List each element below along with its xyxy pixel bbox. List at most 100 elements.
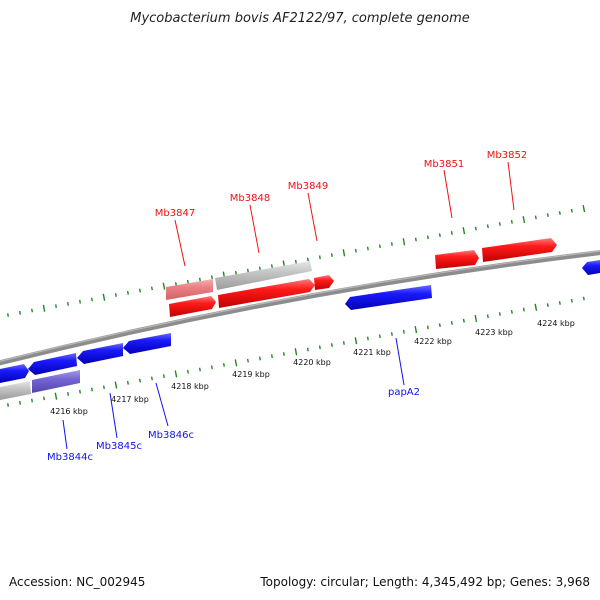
gene-arrow-mb3851[interactable] bbox=[435, 250, 479, 269]
minor-tick bbox=[534, 215, 537, 220]
minor-tick bbox=[306, 347, 309, 352]
major-tick bbox=[234, 359, 238, 367]
minor-tick bbox=[474, 226, 477, 231]
major-tick bbox=[54, 392, 58, 400]
minor-tick bbox=[438, 323, 441, 328]
minor-tick bbox=[390, 332, 393, 336]
minor-tick bbox=[438, 233, 441, 238]
minor-tick bbox=[366, 336, 369, 341]
minor-tick bbox=[318, 345, 321, 350]
gene-label-mb3852[interactable]: Mb3852 bbox=[487, 150, 527, 161]
minor-tick bbox=[150, 286, 153, 291]
leader-mb3852 bbox=[507, 161, 515, 211]
major-tick bbox=[114, 381, 118, 389]
gene-arrow-mb3847[interactable] bbox=[169, 296, 216, 317]
minor-tick bbox=[19, 400, 21, 405]
minor-tick bbox=[318, 255, 321, 260]
minor-tick bbox=[450, 230, 453, 235]
label-leaders bbox=[62, 161, 515, 450]
minor-tick bbox=[79, 389, 81, 394]
leader-mb3849 bbox=[307, 192, 318, 242]
minor-tick bbox=[570, 298, 573, 303]
minor-tick bbox=[246, 358, 249, 363]
gene-arrow-left-edge-upper[interactable] bbox=[0, 364, 29, 383]
minor-tick bbox=[342, 340, 345, 345]
gene-arrow-papa2[interactable] bbox=[345, 285, 432, 310]
minor-tick bbox=[114, 293, 117, 297]
minor-tick bbox=[210, 275, 213, 280]
major-tick bbox=[402, 238, 406, 246]
minor-tick bbox=[378, 244, 381, 249]
leader-mb3847 bbox=[174, 219, 186, 267]
major-tick bbox=[474, 314, 478, 323]
gene-labels: Mb3847 Mb3848 Mb3849 Mb3851 Mb3852 papA2… bbox=[47, 150, 527, 463]
gene-arrow-mb3847-pseudo[interactable] bbox=[166, 279, 213, 300]
minor-tick bbox=[67, 391, 69, 396]
major-tick bbox=[174, 370, 178, 378]
major-tick bbox=[342, 249, 346, 257]
minor-tick bbox=[186, 279, 189, 284]
gene-label-mb3848[interactable]: Mb3848 bbox=[230, 193, 270, 204]
leader-mb3848 bbox=[249, 204, 260, 254]
minor-tick bbox=[258, 266, 261, 271]
minor-tick bbox=[558, 301, 561, 305]
minor-tick bbox=[31, 308, 33, 313]
leader-papa2 bbox=[395, 337, 405, 386]
kbp-label: 4217 kbp bbox=[111, 395, 149, 404]
accession-text: Accession: NC_002945 bbox=[9, 575, 145, 589]
kbp-ruler-labels: 4216 kbp 4217 kbp 4218 kbp 4219 kbp 4220… bbox=[50, 319, 575, 416]
gene-arrow-mb3844c-faded[interactable] bbox=[32, 370, 80, 393]
minor-tick bbox=[138, 288, 141, 293]
minor-tick bbox=[126, 290, 129, 295]
gene-arrow-mb3849[interactable] bbox=[314, 275, 334, 290]
outer-tick-ring bbox=[7, 204, 586, 317]
gene-label-papa2[interactable]: papA2 bbox=[388, 387, 420, 398]
minor-tick bbox=[330, 343, 333, 348]
minor-tick bbox=[102, 385, 105, 390]
minor-tick bbox=[486, 224, 489, 229]
gene-arrow-mb3845c-upper[interactable] bbox=[77, 343, 123, 364]
major-tick bbox=[462, 227, 466, 235]
major-tick bbox=[414, 325, 418, 334]
major-tick bbox=[102, 293, 106, 301]
minor-tick bbox=[366, 246, 369, 251]
minor-tick bbox=[426, 325, 429, 330]
minor-tick bbox=[462, 318, 465, 323]
gene-arrow-mb3844c-upper[interactable] bbox=[28, 353, 77, 375]
minor-tick bbox=[258, 356, 261, 361]
minor-tick bbox=[306, 257, 309, 262]
gene-label-mb3847[interactable]: Mb3847 bbox=[155, 208, 195, 219]
gene-arrow-mb3846c-upper[interactable] bbox=[123, 333, 171, 354]
major-tick bbox=[522, 216, 526, 224]
minor-tick bbox=[7, 403, 9, 407]
inner-tick-ring bbox=[7, 296, 585, 407]
minor-tick bbox=[558, 211, 561, 215]
gene-label-mb3845c[interactable]: Mb3845c bbox=[96, 441, 142, 452]
genome-backbone bbox=[0, 250, 600, 366]
major-tick bbox=[162, 282, 166, 290]
gene-arrow-mb3848[interactable] bbox=[218, 279, 315, 308]
kbp-label: 4218 kbp bbox=[171, 382, 209, 391]
gene-arrow-mb3852[interactable] bbox=[482, 238, 557, 262]
minor-tick bbox=[90, 297, 93, 302]
minor-tick bbox=[270, 264, 273, 269]
gene-arrow-mb3848-pseudo[interactable] bbox=[215, 261, 312, 290]
gene-label-mb3849[interactable]: Mb3849 bbox=[288, 181, 328, 192]
gene-label-mb3846c[interactable]: Mb3846c bbox=[148, 430, 194, 441]
gene-label-mb3844c[interactable]: Mb3844c bbox=[47, 452, 93, 463]
gene-arrow-right-edge[interactable] bbox=[582, 260, 600, 275]
gene-arrow-left-edge-lower-pseudo[interactable] bbox=[0, 381, 31, 400]
minor-tick bbox=[510, 219, 513, 224]
minor-tick bbox=[79, 299, 81, 304]
minor-tick bbox=[222, 363, 225, 367]
minor-tick bbox=[294, 259, 297, 264]
gene-label-mb3851[interactable]: Mb3851 bbox=[424, 159, 464, 170]
genome-backbone-highlight bbox=[0, 250, 600, 362]
major-tick bbox=[354, 337, 358, 345]
minor-tick bbox=[198, 277, 201, 282]
minor-tick bbox=[43, 396, 45, 401]
kbp-label: 4219 kbp bbox=[232, 370, 270, 379]
minor-tick bbox=[186, 369, 189, 374]
minor-tick bbox=[126, 380, 129, 385]
minor-tick bbox=[498, 312, 501, 316]
